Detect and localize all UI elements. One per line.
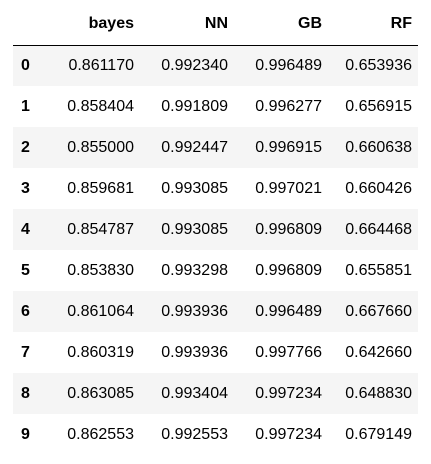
index-header [13, 4, 45, 46]
table-row: 9 0.862553 0.992553 0.997234 0.679149 [13, 414, 418, 455]
cell-gb: 0.997234 [255, 425, 322, 443]
table-row: 3 0.859681 0.993085 0.997021 0.660426 [13, 168, 418, 209]
cell-bayes: 0.861170 [68, 56, 134, 74]
cell-gb: 0.996915 [255, 138, 322, 156]
cell-nn: 0.993085 [161, 179, 228, 197]
cell-rf: 0.660638 [345, 138, 412, 156]
cell-bayes: 0.855000 [67, 138, 134, 156]
table-row: 1 0.858404 0.991809 0.996277 0.656915 [13, 86, 418, 127]
cell-nn: 0.993404 [161, 384, 228, 402]
cell-nn: 0.992447 [161, 138, 228, 156]
row-index: 9 [21, 425, 30, 443]
table-row: 8 0.863085 0.993404 0.997234 0.648830 [13, 373, 418, 414]
table-row: 2 0.855000 0.992447 0.996915 0.660638 [13, 127, 418, 168]
row-index: 6 [21, 302, 30, 320]
row-index: 5 [21, 261, 30, 279]
row-index: 7 [21, 343, 30, 361]
table-row: 4 0.854787 0.993085 0.996809 0.664468 [13, 209, 418, 250]
column-header-gb: GB [234, 4, 328, 46]
table-body: 0 0.861170 0.992340 0.996489 0.653936 1 … [13, 45, 418, 455]
cell-bayes: 0.853830 [67, 261, 134, 279]
row-index: 8 [21, 384, 30, 402]
row-index: 4 [21, 220, 30, 238]
cell-nn: 0.992340 [161, 56, 228, 74]
table-row: 7 0.860319 0.993936 0.997766 0.642660 [13, 332, 418, 373]
cell-nn: 0.992553 [161, 425, 228, 443]
cell-nn: 0.993936 [161, 343, 228, 361]
cell-gb: 0.996809 [255, 261, 322, 279]
cell-bayes: 0.861064 [67, 302, 134, 320]
cell-nn: 0.993085 [161, 220, 228, 238]
cell-gb: 0.996809 [255, 220, 322, 238]
table-row: 0 0.861170 0.992340 0.996489 0.653936 [13, 45, 418, 86]
cell-nn: 0.993936 [161, 302, 228, 320]
cell-bayes: 0.854787 [67, 220, 134, 238]
cell-gb: 0.996489 [255, 302, 322, 320]
cell-gb: 0.996277 [255, 97, 322, 115]
cell-nn: 0.991809 [161, 97, 228, 115]
table-row: 5 0.853830 0.993298 0.996809 0.655851 [13, 250, 418, 291]
cell-rf: 0.679149 [345, 425, 412, 443]
cell-rf: 0.648830 [345, 384, 412, 402]
cell-rf: 0.656915 [345, 97, 412, 115]
row-index: 2 [21, 138, 30, 156]
cell-bayes: 0.858404 [67, 97, 134, 115]
dataframe-output: bayes NN GB RF 0 0.861170 0.992340 0.996… [13, 4, 418, 455]
cell-rf: 0.655851 [345, 261, 412, 279]
cell-gb: 0.997766 [255, 343, 322, 361]
table-row: 6 0.861064 0.993936 0.996489 0.667660 [13, 291, 418, 332]
cell-rf: 0.664468 [345, 220, 412, 238]
dataframe-table: bayes NN GB RF 0 0.861170 0.992340 0.996… [13, 4, 418, 455]
row-index: 3 [21, 179, 30, 197]
cell-rf: 0.660426 [345, 179, 412, 197]
column-header-bayes: bayes [45, 4, 140, 46]
table-header: bayes NN GB RF [13, 4, 418, 46]
cell-nn: 0.993298 [161, 261, 228, 279]
cell-gb: 0.996489 [255, 56, 322, 74]
cell-gb: 0.997234 [255, 384, 322, 402]
cell-bayes: 0.860319 [67, 343, 134, 361]
cell-bayes: 0.862553 [67, 425, 134, 443]
row-index: 1 [21, 97, 30, 115]
header-row: bayes NN GB RF [13, 4, 418, 46]
cell-gb: 0.997021 [255, 179, 322, 197]
column-header-nn: NN [140, 4, 234, 46]
cell-bayes: 0.859681 [67, 179, 134, 197]
row-index: 0 [21, 56, 30, 74]
column-header-rf: RF [328, 4, 418, 46]
cell-rf: 0.667660 [345, 302, 412, 320]
cell-rf: 0.642660 [345, 343, 412, 361]
cell-rf: 0.653936 [345, 56, 412, 74]
cell-bayes: 0.863085 [67, 384, 134, 402]
